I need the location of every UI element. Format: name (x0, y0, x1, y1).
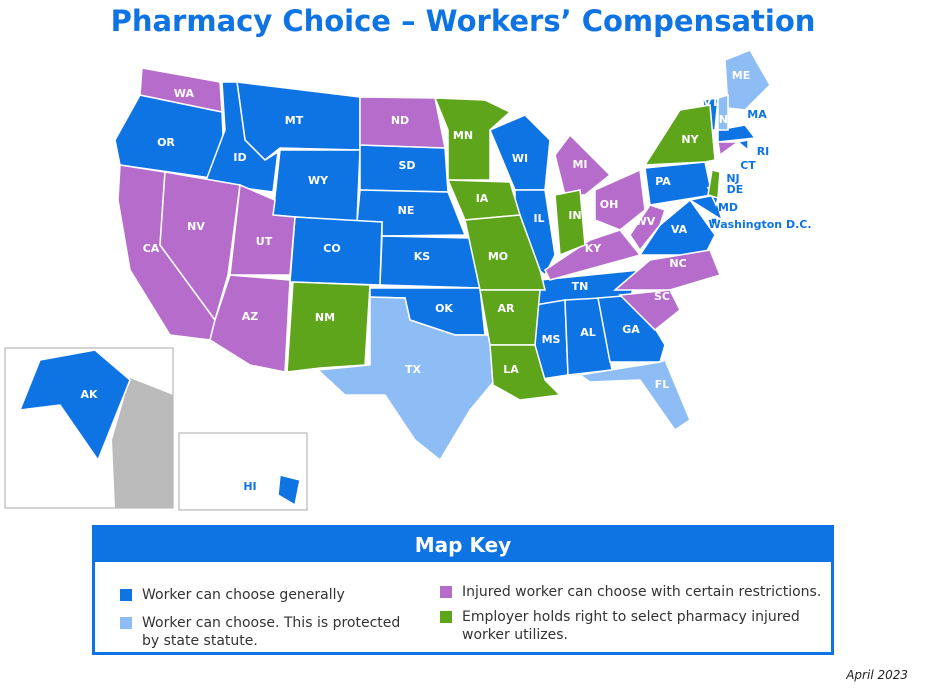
state-label: MS (542, 333, 561, 346)
state-label: NH (719, 113, 737, 126)
state (359, 96, 446, 149)
state-label: TN (572, 280, 589, 293)
state-label: VA (671, 223, 688, 236)
state (139, 67, 223, 113)
state-label: TX (405, 363, 422, 376)
state (464, 214, 546, 291)
state-label: WI (512, 152, 528, 165)
state-label: OH (600, 198, 619, 211)
state-label: OK (435, 302, 453, 315)
key-item: Worker can choose generally (120, 586, 412, 604)
state-label: GA (622, 323, 640, 336)
key-item: Worker can choose. This is protected by … (120, 614, 412, 650)
map-key: Map Key Worker can choose generally Worke… (92, 525, 834, 655)
key-swatch (120, 617, 132, 629)
state-label: FL (655, 378, 670, 391)
state-label: CA (143, 242, 160, 255)
state (18, 349, 131, 462)
state-label: KY (585, 242, 603, 255)
state-label: NM (315, 311, 335, 324)
state (612, 249, 722, 291)
state-label: RI (757, 145, 770, 158)
key-label: Employer holds right to select pharmacy … (462, 609, 800, 643)
key-label: Worker can choose. This is protected by … (142, 615, 401, 649)
state-label: IN (568, 209, 581, 222)
state-label: WA (174, 87, 195, 100)
state (710, 217, 718, 225)
state-label: IA (476, 192, 489, 205)
state (736, 139, 749, 152)
state (433, 97, 512, 181)
state-label: MO (488, 250, 508, 263)
state-label: VT (703, 96, 720, 109)
key-title: Map Key (95, 528, 831, 562)
state-label: CO (323, 242, 340, 255)
state-label: AL (580, 326, 596, 339)
state-label: NY (681, 133, 699, 146)
state-label: DE (727, 183, 744, 196)
state-label: NV (187, 220, 205, 233)
key-label: Worker can choose generally (142, 587, 345, 603)
state (277, 474, 301, 507)
state-label: SD (398, 159, 415, 172)
state-label: MN (453, 129, 473, 142)
state-label: MI (572, 158, 587, 171)
key-swatch (440, 611, 452, 623)
state-label: CT (740, 159, 756, 172)
state (717, 93, 729, 131)
state (717, 141, 741, 157)
state-label: SC (654, 290, 670, 303)
state-label: AZ (242, 310, 259, 323)
state (578, 359, 691, 432)
canada-region (112, 378, 173, 508)
state-label: NJ (726, 172, 739, 185)
state (489, 114, 551, 191)
state (594, 168, 646, 231)
state-label: MA (747, 108, 767, 121)
state-label: HI (243, 480, 256, 493)
state-label: AK (80, 388, 98, 401)
state (554, 189, 586, 257)
state (707, 169, 721, 199)
key-item: Employer holds right to select pharmacy … (440, 608, 822, 644)
key-item: Injured worker can choose with certain r… (440, 583, 822, 601)
state-label: Washington D.C. (708, 218, 811, 231)
state-label: IL (533, 212, 544, 225)
state-label: PA (655, 175, 671, 188)
key-label: Injured worker can choose with certain r… (462, 584, 822, 600)
state-label: ND (391, 114, 409, 127)
state-label: MD (718, 201, 738, 214)
state-label: ID (233, 151, 246, 164)
state (554, 133, 612, 196)
state-label: NE (398, 204, 415, 217)
state (209, 274, 291, 373)
state-label: AR (498, 302, 516, 315)
state (316, 296, 496, 462)
state-label: OR (157, 136, 175, 149)
state-label: MT (285, 114, 304, 127)
state (618, 289, 681, 332)
state-label: LA (503, 363, 519, 376)
state (159, 171, 241, 322)
key-swatch (120, 589, 132, 601)
state (203, 81, 279, 193)
state-label: WY (308, 174, 329, 187)
title: Pharmacy Choice – Workers’ Compensation (110, 4, 816, 38)
state (479, 289, 541, 346)
state-label: NC (669, 257, 686, 270)
state (489, 344, 562, 401)
state-label: UT (256, 235, 273, 248)
state (629, 204, 666, 252)
state-label: ME (732, 69, 750, 82)
key-swatch (440, 586, 452, 598)
date: April 2023 (846, 668, 908, 682)
map: MT OR ID WY SD NE CO KS OK WI IL TN MS AL GA PA VA MD DE VT… (4, 49, 812, 511)
state-label: WV (635, 215, 656, 228)
state (286, 281, 371, 373)
state-label: KS (414, 250, 431, 263)
state (643, 104, 716, 166)
